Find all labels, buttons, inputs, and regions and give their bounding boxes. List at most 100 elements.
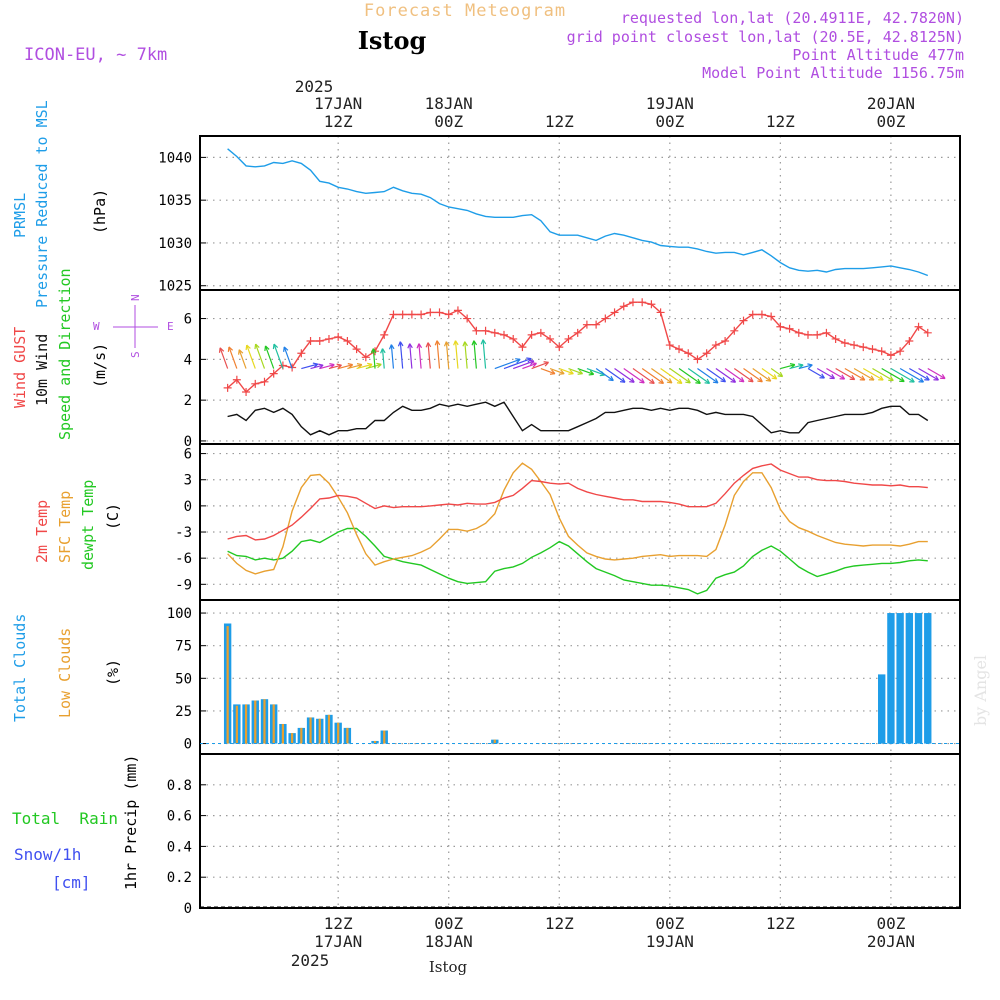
wind-arrow <box>724 368 745 383</box>
y-tick-label-1: -6 <box>175 551 192 567</box>
gust-point <box>702 349 711 358</box>
low-cloud-bar <box>373 740 377 744</box>
grid-point-lonlat: grid point closest lon,lat (20.5E, 42.81… <box>567 28 964 46</box>
wind-arrow-head <box>899 377 905 383</box>
gust-point <box>757 310 766 319</box>
wind-arrow-head <box>704 378 711 385</box>
gust-point <box>518 343 527 352</box>
gust-point <box>693 355 702 364</box>
gust-point <box>785 324 794 333</box>
gust-point <box>251 379 260 388</box>
wind-arrow <box>559 367 574 375</box>
wind-arrow <box>678 368 701 384</box>
panel-precip: 0 0.2 0.4 0.6 0.8 <box>167 753 961 917</box>
gust-point <box>665 341 674 350</box>
low-cloud-bar <box>244 704 248 744</box>
wind-arrow <box>669 368 691 384</box>
wind-arrow <box>577 367 594 375</box>
gust-point <box>334 332 343 341</box>
gust-point <box>794 328 803 337</box>
gust-point <box>380 330 389 339</box>
wind-arrow <box>733 368 754 383</box>
gust-point <box>472 326 481 335</box>
bottom-z-label-3: 00Z <box>655 914 684 933</box>
wind-arrow-head <box>738 377 745 383</box>
wind-arrow <box>844 368 866 381</box>
top-date-label-0: 17JAN <box>314 94 362 113</box>
y-tick-label-5: 6 <box>184 447 192 463</box>
wind-arrow <box>927 368 946 380</box>
gust-point <box>711 341 720 350</box>
sfc-temp-line <box>227 462 928 575</box>
gust-point <box>601 314 610 323</box>
gust-point <box>500 330 508 339</box>
wind-arrow <box>338 364 353 370</box>
gust-point <box>877 347 886 356</box>
gust-point <box>850 341 859 350</box>
gust-point <box>435 308 444 317</box>
wind-arrow <box>494 358 521 370</box>
gust-point <box>776 322 785 331</box>
pressure-unit: (hPa) <box>91 189 109 234</box>
wind-arrow-head <box>254 343 260 350</box>
gust-point <box>463 314 472 323</box>
gust-point <box>417 310 426 319</box>
wind-arrow-head <box>380 348 386 354</box>
gust-point <box>868 345 877 354</box>
wind-arrow-head <box>388 344 395 350</box>
wind-arrow <box>826 368 845 380</box>
low-clouds-label: Low Clouds <box>56 628 74 718</box>
y-tick-label-2: 4 <box>184 352 192 368</box>
top-z-label-4: 12Z <box>766 112 795 131</box>
wind-arrow <box>436 340 441 369</box>
gust-point <box>859 343 868 352</box>
wind-arrow <box>780 364 796 370</box>
wind-arrow-head <box>462 341 468 347</box>
wind-arrow <box>853 368 875 381</box>
gust-point <box>896 347 905 356</box>
wind-arrow-head <box>933 375 939 381</box>
compass-w: W <box>93 320 100 333</box>
panel-wind: 0 2 4 6 <box>184 289 961 450</box>
gust-point <box>675 345 684 354</box>
low-cloud-bar <box>309 717 312 744</box>
wind-arrow <box>604 368 626 383</box>
wind-arrow-head <box>676 378 683 385</box>
gust-point <box>564 334 573 343</box>
wind-arrow-head <box>685 378 691 384</box>
wind-arrow <box>503 358 532 370</box>
wind-arrow-head <box>543 361 549 367</box>
top-z-label-5: 00Z <box>876 112 905 131</box>
wind-arrow <box>310 364 324 370</box>
wind-arrow <box>301 363 318 370</box>
bottom-z-label-1: 00Z <box>434 914 463 933</box>
wind-arrow <box>273 343 284 369</box>
wind-arrow-head <box>397 341 404 347</box>
y-tick-label-4: 3 <box>184 473 192 489</box>
prmsl-line <box>227 148 929 277</box>
gust-point <box>453 306 462 315</box>
wind-labels: Wind GUST 10m Wind Speed and Direction (… <box>11 268 174 440</box>
wind-arrow <box>770 368 783 378</box>
wind-arrow-head <box>748 377 754 383</box>
wind-arrow-head <box>839 374 846 380</box>
wind-arrow <box>798 364 813 370</box>
bottom-year: 2025 <box>291 951 330 970</box>
wind-arrow <box>219 347 229 369</box>
low-cloud-bar <box>235 705 238 744</box>
low-cloud-bar <box>281 723 285 744</box>
gust-point <box>490 328 499 337</box>
total-cloud-bar <box>878 674 886 744</box>
wind-arrow <box>872 368 894 382</box>
wind-arrow-head <box>549 369 556 375</box>
y-tick-label-4: 0.8 <box>167 778 192 794</box>
snow-unit: [cm] <box>52 873 91 892</box>
wind-arrow-head <box>238 349 244 355</box>
wind-arrow <box>715 368 736 383</box>
wind-arrow-head <box>434 340 441 346</box>
wind-arrow <box>540 367 556 375</box>
low-cloud-bar <box>493 739 496 744</box>
pressure-labels: PRMSL Pressure Reduced to MSL (hPa) <box>11 100 109 308</box>
temp-labels: 2m Temp SFC Temp dewpt Temp (C) <box>33 480 122 570</box>
bottom-date-label-3: 19JAN <box>646 932 694 951</box>
